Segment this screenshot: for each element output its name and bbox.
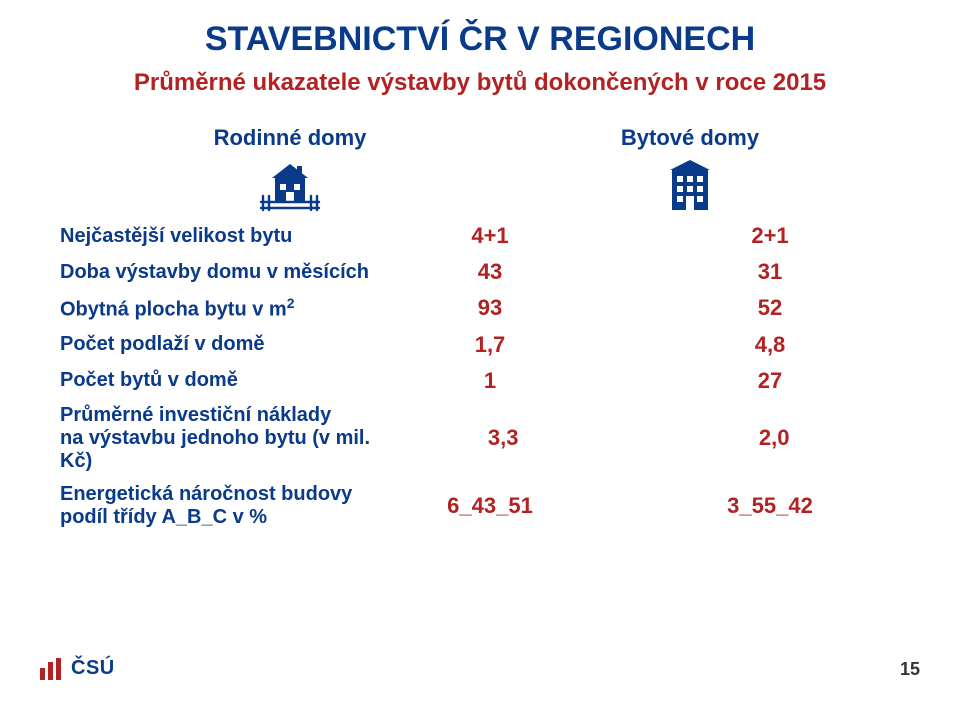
page-title: STAVEBNICTVÍ ČR V REGIONECH [60, 20, 900, 59]
row-label: Doba výstavby domu v měsících [60, 261, 380, 284]
row-value-1: 4+1 [380, 223, 600, 249]
row-value-2: 3_55_42 [660, 493, 880, 519]
row-value-2: 2+1 [660, 223, 880, 249]
table-row: Nejčastější velikost bytu4+1 2+1 [60, 223, 900, 249]
row-label: Počet bytů v domě [60, 369, 380, 392]
page-subtitle: Průměrné ukazatele výstavby bytů dokonče… [60, 69, 900, 97]
logo-text: ČSÚ [71, 657, 115, 680]
table-row: Průměrné investiční nákladyna výstavbu j… [60, 404, 900, 473]
row-value-1: 6_43_51 [380, 493, 600, 519]
column-header-1-label: Rodinné domy [214, 125, 367, 151]
row-value-2: 27 [660, 368, 880, 394]
row-value-1: 3,3 [397, 425, 610, 451]
logo-bars-icon [40, 658, 61, 680]
row-value-2: 4,8 [660, 332, 880, 358]
column-header-2-label: Bytové domy [621, 125, 759, 151]
table-row: Počet podlaží v domě1,7 4,8 [60, 332, 900, 358]
apartment-icon [662, 157, 718, 213]
page-number: 15 [900, 659, 920, 680]
row-value-2: 52 [660, 295, 880, 321]
table-row: Počet bytů v domě1 27 [60, 368, 900, 394]
table-row: Doba výstavby domu v měsících43 31 [60, 259, 900, 285]
row-value-2: 2,0 [668, 425, 881, 451]
table-row: Obytná plocha bytu v m293 52 [60, 295, 900, 322]
house-fence-icon [255, 157, 325, 213]
row-value-1: 1,7 [380, 332, 600, 358]
row-label: Počet podlaží v domě [60, 333, 380, 356]
column-header-1: Rodinné domy [180, 125, 400, 213]
row-value-1: 43 [380, 259, 600, 285]
row-label: Energetická náročnost budovypodíl třídy … [60, 483, 380, 529]
data-rows: Nejčastější velikost bytu4+1 2+1 Doba výst… [60, 223, 900, 529]
row-label: Obytná plocha bytu v m2 [60, 295, 380, 322]
row-label: Nejčastější velikost bytu [60, 225, 380, 248]
table-row: Energetická náročnost budovypodíl třídy … [60, 483, 900, 529]
table-header-row: Rodinné domy [60, 125, 900, 213]
slide: STAVEBNICTVÍ ČR V REGIONECH Průměrné uka… [0, 0, 960, 702]
footer-logo: ČSÚ [40, 657, 115, 680]
row-value-1: 93 [380, 295, 600, 321]
row-value-1: 1 [380, 368, 600, 394]
column-header-2: Bytové domy [580, 125, 800, 213]
row-label: Průměrné investiční nákladyna výstavbu j… [60, 404, 397, 473]
row-value-2: 31 [660, 259, 880, 285]
